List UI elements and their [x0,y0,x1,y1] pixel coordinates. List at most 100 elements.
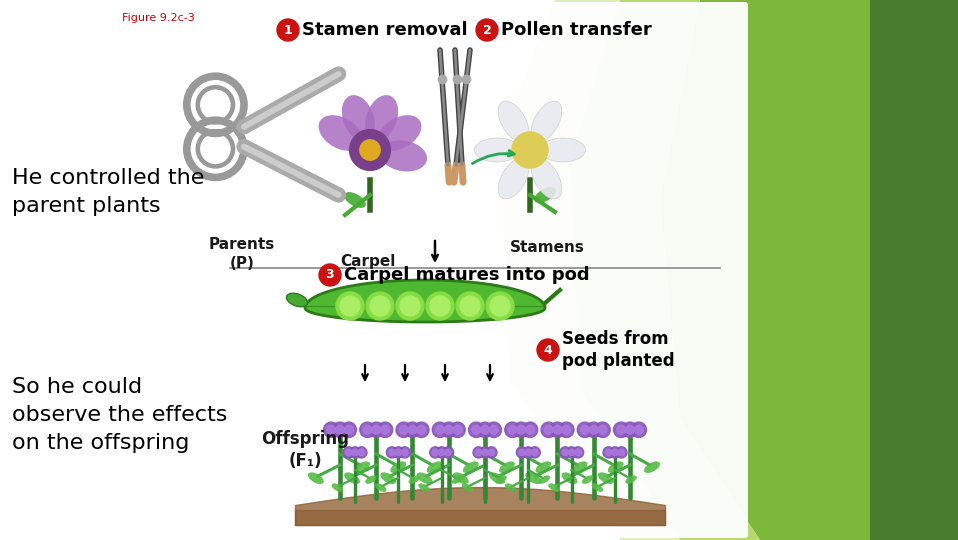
Ellipse shape [462,483,473,492]
Circle shape [336,292,364,320]
Circle shape [522,422,537,437]
Ellipse shape [525,472,541,484]
Circle shape [343,447,354,458]
Circle shape [631,422,647,437]
Circle shape [626,426,634,434]
Circle shape [505,422,520,437]
Circle shape [481,426,490,434]
Circle shape [366,292,394,320]
Ellipse shape [474,138,519,162]
Circle shape [414,422,429,437]
Circle shape [395,449,401,456]
Circle shape [508,426,517,434]
Circle shape [277,19,299,41]
Text: Offspring
(F₁): Offspring (F₁) [261,430,349,470]
Ellipse shape [540,138,585,162]
Circle shape [346,449,352,456]
Circle shape [589,426,598,434]
Circle shape [475,449,482,456]
Circle shape [430,447,441,458]
Circle shape [529,447,540,458]
Text: Stamen removal: Stamen removal [302,21,468,39]
Ellipse shape [548,483,559,492]
Circle shape [517,426,526,434]
Ellipse shape [499,461,515,473]
Circle shape [562,426,571,434]
Circle shape [490,426,498,434]
Circle shape [486,447,497,458]
Polygon shape [570,0,760,540]
Circle shape [486,292,514,320]
Circle shape [605,449,612,456]
Circle shape [609,447,621,458]
Ellipse shape [417,472,432,484]
Circle shape [460,296,480,316]
Ellipse shape [463,461,479,473]
Circle shape [319,264,341,286]
Circle shape [417,426,425,434]
Text: He controlled the
parent plants: He controlled the parent plants [12,168,204,216]
Circle shape [340,296,360,316]
Text: Carpel: Carpel [340,254,396,269]
Circle shape [393,447,404,458]
Circle shape [581,426,589,434]
Circle shape [436,447,447,458]
Ellipse shape [561,472,578,484]
Circle shape [468,422,484,437]
Circle shape [369,422,384,437]
Text: 4: 4 [543,343,553,356]
Ellipse shape [592,483,604,492]
Circle shape [380,426,390,434]
Ellipse shape [344,192,366,208]
Ellipse shape [626,475,637,484]
Circle shape [400,296,420,316]
Circle shape [516,447,528,458]
Circle shape [432,422,447,437]
Circle shape [344,426,354,434]
Polygon shape [305,280,545,322]
Circle shape [523,447,534,458]
Circle shape [408,426,417,434]
Circle shape [430,296,450,316]
Ellipse shape [453,472,468,484]
Circle shape [360,422,376,437]
Circle shape [513,422,529,437]
Ellipse shape [390,461,406,473]
Ellipse shape [531,158,561,199]
Circle shape [445,426,453,434]
Ellipse shape [375,483,386,492]
Circle shape [324,422,339,437]
Circle shape [426,292,454,320]
Text: Stamens: Stamens [510,240,585,255]
Text: Carpel matures into pod: Carpel matures into pod [344,266,589,284]
Ellipse shape [607,461,624,473]
Ellipse shape [582,475,593,484]
Circle shape [566,447,578,458]
Circle shape [358,449,365,456]
Circle shape [335,426,344,434]
Ellipse shape [308,472,324,484]
Circle shape [618,449,625,456]
Text: 1: 1 [284,24,292,37]
Circle shape [526,426,535,434]
Circle shape [453,426,462,434]
Ellipse shape [498,158,529,199]
Circle shape [532,449,538,456]
Circle shape [550,422,565,437]
Ellipse shape [644,461,660,473]
Ellipse shape [535,187,556,203]
Ellipse shape [319,115,362,151]
Circle shape [341,422,356,437]
Text: Pollen transfer: Pollen transfer [501,21,651,39]
Ellipse shape [354,461,370,473]
Circle shape [595,422,610,437]
Polygon shape [660,0,870,540]
Circle shape [476,19,498,41]
Ellipse shape [531,101,561,142]
Circle shape [537,339,559,361]
Circle shape [399,447,410,458]
Ellipse shape [495,475,507,484]
Circle shape [562,449,568,456]
Circle shape [456,292,484,320]
Ellipse shape [408,475,421,484]
